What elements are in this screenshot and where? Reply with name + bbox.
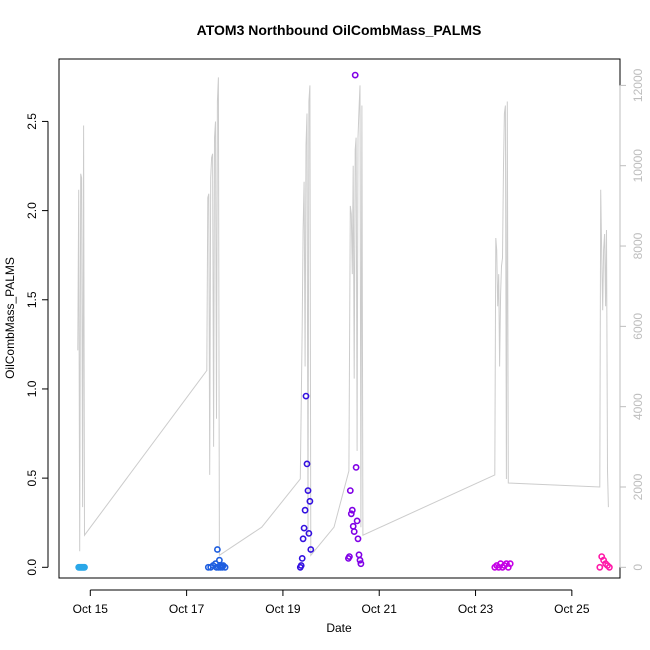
data-point (305, 530, 313, 537)
x-axis-label: Date (326, 621, 352, 635)
altitude-trace-line (77, 77, 609, 557)
y2-tick-label: 0 (631, 564, 645, 571)
data-point (506, 560, 514, 568)
data-point (303, 460, 311, 468)
data-point (300, 524, 308, 532)
data-point (351, 71, 359, 79)
y-tick-label: 2.5 (25, 113, 39, 130)
data-point (301, 506, 309, 514)
series-3 (296, 392, 315, 571)
x-tick-label: Oct 25 (554, 602, 590, 616)
series-layer (75, 71, 613, 571)
data-point (348, 506, 356, 514)
chart-title: ATOM3 Northbound OilCombMass_PALMS (197, 22, 482, 38)
data-point (606, 563, 613, 571)
y2-tick-label: 10000 (631, 149, 645, 183)
x-tick-label: Oct 15 (73, 602, 109, 616)
plot-frame (58, 58, 621, 579)
y2-tick-label: 4000 (631, 393, 645, 420)
data-point (213, 546, 221, 553)
x-tick-label: Oct 21 (362, 602, 398, 616)
y-axis: 0.0 0.5 1.0 1.5 2.0 2.5 (25, 113, 49, 576)
series-2 (204, 546, 229, 571)
series-5 (491, 560, 514, 571)
y2-tick-label: 8000 (631, 232, 645, 259)
data-point (299, 535, 307, 543)
data-point (352, 463, 360, 471)
data-point (354, 535, 362, 543)
data-point (297, 562, 305, 569)
x-axis: Oct 15 Oct 17 Oct 19 Oct 21 Oct 23 Oct 25 (73, 589, 590, 616)
y2-axis: 0 2000 4000 6000 8000 10000 12000 (619, 68, 645, 571)
data-point (349, 522, 357, 530)
data-point (355, 551, 363, 559)
data-point (215, 556, 223, 564)
data-point (347, 510, 355, 518)
data-point (356, 556, 364, 564)
data-point (307, 546, 315, 553)
y-tick-label: 2.0 (25, 202, 39, 219)
data-point (596, 563, 604, 571)
data-point (353, 517, 361, 525)
data-point (346, 487, 354, 494)
y2-tick-label: 6000 (631, 313, 645, 340)
y2-tick-label: 12000 (631, 68, 645, 102)
series-6 (596, 553, 613, 571)
x-tick-label: Oct 19 (265, 602, 301, 616)
data-point (350, 528, 358, 535)
data-point (221, 563, 229, 571)
series-1 (75, 563, 88, 571)
data-point (345, 553, 353, 560)
data-point (304, 487, 312, 494)
altitude-trace-layer (77, 77, 609, 557)
y-axis-label: OilCombMass_PALMS (3, 257, 17, 379)
data-point (306, 497, 314, 505)
y-tick-label: 0.5 (25, 469, 39, 486)
y2-tick-label: 2000 (631, 473, 645, 500)
data-point (357, 560, 365, 568)
data-point (302, 392, 310, 400)
data-point (298, 555, 306, 562)
y-tick-label: 0.0 (25, 559, 39, 576)
data-point (81, 563, 88, 571)
y-tick-label: 1.0 (25, 380, 39, 397)
series-4 (344, 71, 365, 568)
x-tick-label: Oct 23 (458, 602, 494, 616)
y-tick-label: 1.5 (25, 291, 39, 308)
x-tick-label: Oct 17 (169, 602, 205, 616)
